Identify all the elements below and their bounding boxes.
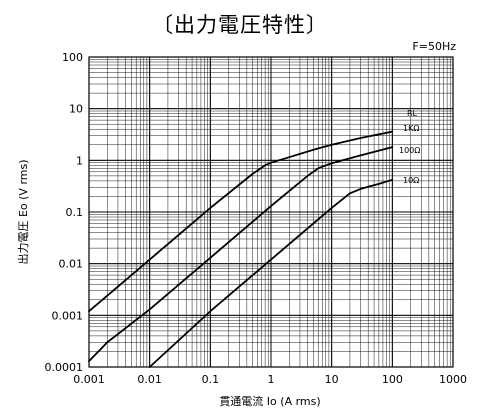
y-tick-label: 0.01: [59, 258, 84, 271]
chart-title: 〔出力電圧特性〕: [152, 13, 328, 37]
x-axis-label: 貫通電流 Io (A rms): [219, 394, 320, 408]
series-layer: [88, 130, 394, 368]
series-label-2: 100Ω: [399, 146, 420, 155]
x-tick-label: 0.1: [202, 373, 220, 386]
x-tick-label: 10: [325, 373, 339, 386]
tick-label-layer: 0.001 0.01 0.1 1 10 100 10000.00010.0010.010.1…: [45, 51, 468, 386]
y-tick-label: 10: [69, 103, 83, 116]
y-tick-label: 0.1: [66, 206, 84, 219]
y-tick-label: 1: [76, 154, 83, 167]
grid-layer: [88, 56, 454, 368]
y-tick-label: 100: [62, 51, 83, 64]
y-tick-label: 0.001: [52, 309, 84, 322]
x-tick-label: 1000: [439, 373, 467, 386]
x-tick-label: 0.001: [73, 373, 105, 386]
series-label-3: 10Ω: [403, 176, 419, 185]
series-label-layer: RL 1KΩ 100Ω 10Ω: [399, 109, 420, 185]
series-line-2: [88, 146, 394, 363]
series-line-1: [88, 130, 394, 313]
plot-frame: [88, 56, 454, 368]
x-tick-label: 1: [268, 373, 275, 386]
frequency-annotation: F=50Hz: [412, 40, 456, 53]
y-tick-label: 0.0001: [45, 361, 84, 374]
y-axis-label: 出力電圧 Eo (V rms): [16, 159, 30, 264]
series-line-3: [148, 178, 394, 368]
x-tick-label: 100: [382, 373, 403, 386]
x-tick-label: 0.01: [137, 373, 162, 386]
series-label-1: 1KΩ: [403, 124, 419, 133]
legend-title-rl: RL: [407, 109, 418, 118]
